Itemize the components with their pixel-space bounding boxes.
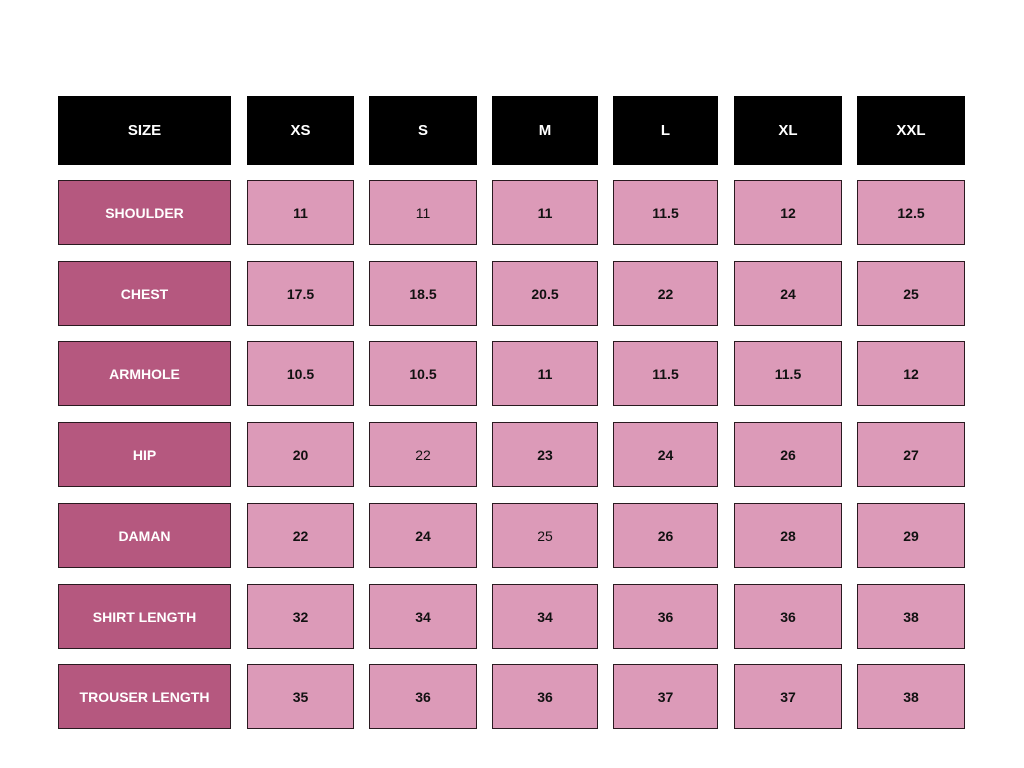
value-cell: 38 <box>857 584 965 649</box>
value-cell: 28 <box>734 503 842 568</box>
row-label: ARMHOLE <box>58 341 231 406</box>
header-cell: XL <box>734 96 842 165</box>
value-cell: 26 <box>734 422 842 487</box>
value-cell: 22 <box>247 503 354 568</box>
value-cell: 38 <box>857 664 965 729</box>
row-label: SHIRT LENGTH <box>58 584 231 649</box>
value-cell: 24 <box>369 503 477 568</box>
header-cell: XXL <box>857 96 965 165</box>
value-cell: 36 <box>369 664 477 729</box>
value-cell: 35 <box>247 664 354 729</box>
header-cell: XS <box>247 96 354 165</box>
row-label: DAMAN <box>58 503 231 568</box>
value-cell: 36 <box>734 584 842 649</box>
value-cell: 24 <box>734 261 842 326</box>
value-cell: 12 <box>857 341 965 406</box>
row-label: SHOULDER <box>58 180 231 245</box>
value-cell: 20 <box>247 422 354 487</box>
value-cell: 26 <box>613 503 718 568</box>
value-cell: 11 <box>492 180 598 245</box>
value-cell: 11 <box>369 180 477 245</box>
value-cell: 11 <box>492 341 598 406</box>
header-cell: L <box>613 96 718 165</box>
header-cell: S <box>369 96 477 165</box>
row-label: CHEST <box>58 261 231 326</box>
value-cell: 11.5 <box>613 180 718 245</box>
value-cell: 24 <box>613 422 718 487</box>
value-cell: 34 <box>492 584 598 649</box>
value-cell: 36 <box>492 664 598 729</box>
value-cell: 10.5 <box>247 341 354 406</box>
value-cell: 27 <box>857 422 965 487</box>
value-cell: 10.5 <box>369 341 477 406</box>
value-cell: 22 <box>369 422 477 487</box>
value-cell: 34 <box>369 584 477 649</box>
value-cell: 18.5 <box>369 261 477 326</box>
value-cell: 25 <box>857 261 965 326</box>
value-cell: 37 <box>734 664 842 729</box>
value-cell: 22 <box>613 261 718 326</box>
value-cell: 23 <box>492 422 598 487</box>
value-cell: 36 <box>613 584 718 649</box>
header-cell: SIZE <box>58 96 231 165</box>
value-cell: 11.5 <box>613 341 718 406</box>
value-cell: 12 <box>734 180 842 245</box>
value-cell: 37 <box>613 664 718 729</box>
row-label: HIP <box>58 422 231 487</box>
header-cell: M <box>492 96 598 165</box>
value-cell: 25 <box>492 503 598 568</box>
value-cell: 20.5 <box>492 261 598 326</box>
value-cell: 11.5 <box>734 341 842 406</box>
value-cell: 29 <box>857 503 965 568</box>
value-cell: 17.5 <box>247 261 354 326</box>
value-cell: 32 <box>247 584 354 649</box>
value-cell: 12.5 <box>857 180 965 245</box>
row-label: TROUSER LENGTH <box>58 664 231 729</box>
value-cell: 11 <box>247 180 354 245</box>
